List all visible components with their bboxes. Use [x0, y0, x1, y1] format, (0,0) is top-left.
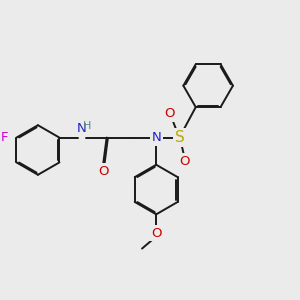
- Text: O: O: [151, 227, 161, 240]
- Text: N: N: [151, 131, 161, 144]
- Text: O: O: [98, 165, 108, 178]
- Text: O: O: [164, 107, 174, 121]
- Text: N: N: [77, 122, 87, 135]
- Text: H: H: [83, 121, 91, 130]
- Text: F: F: [1, 131, 8, 144]
- Text: O: O: [179, 155, 190, 168]
- Text: S: S: [175, 130, 185, 145]
